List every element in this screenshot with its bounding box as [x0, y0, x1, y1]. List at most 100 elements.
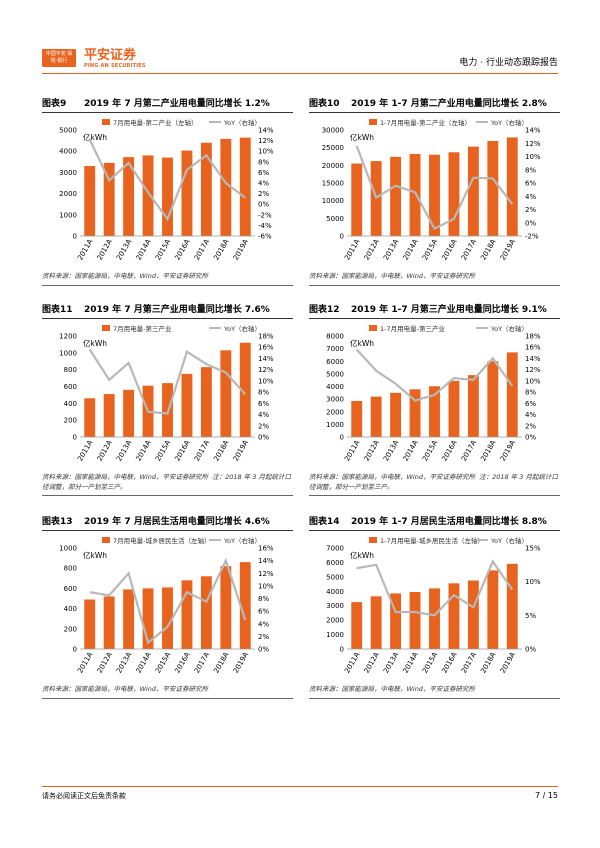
- x-tick-label: 2016A: [173, 651, 191, 675]
- bar: [409, 389, 421, 437]
- legend-bar-swatch: [369, 537, 377, 543]
- x-tick-label: 2014A: [402, 651, 420, 675]
- y2-tick-label: 8%: [525, 389, 536, 397]
- x-tick-label: 2017A: [193, 238, 211, 262]
- y2-tick-label: 0%: [525, 219, 536, 227]
- chart-fig11: 7月用电量-第三产业 YoY（右轴） 亿kWh 0 200 400 600 800 1000 12…: [59, 324, 274, 463]
- unit-label: 亿kWh: [350, 550, 374, 560]
- x-tick-label: 2015A: [421, 238, 439, 262]
- legend-bar-swatch: [369, 119, 377, 125]
- legend-line-label: YoY（右轴）: [223, 536, 261, 545]
- y2-tick-label: 18%: [258, 333, 274, 341]
- bar: [181, 150, 193, 236]
- figure-bottom-rule: [309, 495, 560, 496]
- y-tick-label: 25000: [322, 144, 344, 152]
- y-tick-label: 0: [73, 646, 77, 654]
- y-tick-label: 20000: [322, 162, 344, 170]
- x-tick-label: 2012A: [363, 651, 381, 675]
- bar: [429, 386, 440, 437]
- y2-tick-label: 2%: [258, 422, 269, 430]
- y2-tick-label: 8%: [258, 158, 269, 166]
- x-tick-label: 2015A: [154, 651, 172, 675]
- figure-source: 资料来源：国家能源局，中电联，Wind，平安证券研究所 注：2018 年 3 月…: [42, 473, 292, 491]
- y2-tick-label: -4%: [258, 222, 272, 230]
- x-tick-label: 2017A: [193, 651, 211, 675]
- unit-label: 亿kWh: [350, 338, 374, 348]
- bar: [370, 596, 382, 649]
- figure-caption: 2019 年 1-7 月第二产业用电量同比增长 2.8%: [351, 99, 547, 109]
- y-tick-label: 1000: [59, 349, 77, 357]
- y2-tick-label: 15%: [525, 545, 541, 553]
- yoy-line: [88, 139, 246, 222]
- bar: [506, 137, 518, 236]
- bar: [84, 599, 96, 649]
- x-tick-label: 2019A: [499, 238, 517, 262]
- y-tick-label: 1000: [59, 545, 77, 553]
- bar: [162, 157, 173, 236]
- bar: [351, 163, 363, 236]
- bar: [448, 152, 460, 236]
- bar: [409, 592, 421, 649]
- y2-tick-label: 2%: [525, 206, 536, 214]
- y2-tick-label: 4%: [258, 620, 269, 628]
- y2-tick-label: -6%: [258, 233, 272, 241]
- bar: [103, 394, 115, 437]
- x-tick-label: 2016A: [440, 238, 458, 262]
- legend-bar-label: 1-7月用电量-城乡居民生活（左轴）: [380, 536, 484, 545]
- figure-top-rule: [42, 318, 293, 319]
- yoy-line: [355, 145, 514, 231]
- x-tick-label: 2013A: [115, 238, 133, 262]
- legend-bar-label: 7月用电量-第三产业: [113, 324, 172, 333]
- x-tick-label: 2019A: [499, 439, 517, 463]
- y2-tick-label: 14%: [258, 127, 274, 135]
- y2-tick-label: 14%: [525, 355, 541, 363]
- logo-brand-name: 平安证券: [84, 48, 137, 63]
- legend-line-label: YoY（右轴）: [223, 324, 261, 333]
- x-tick-label: 2018A: [212, 651, 230, 675]
- bar: [390, 392, 402, 437]
- y2-tick-label: 4%: [525, 411, 536, 419]
- x-tick-label: 2016A: [440, 651, 458, 675]
- bar: [84, 398, 96, 437]
- y2-tick-label: 2%: [525, 422, 536, 430]
- x-tick-label: 2015A: [154, 238, 172, 262]
- figure-title: 图表13 2019 年 7 月居民生活用电量同比增长 4.6%: [42, 514, 293, 527]
- bar: [390, 156, 402, 236]
- y-tick-label: 1200: [59, 333, 77, 341]
- y2-tick-label: 12%: [525, 140, 541, 148]
- legend-bar-label: 7月用电量-第二产业（左轴）: [113, 118, 197, 127]
- bar: [351, 602, 363, 649]
- y-tick-label: 6000: [326, 559, 344, 567]
- legend-bar-swatch: [102, 119, 110, 125]
- bar: [506, 352, 518, 437]
- unit-label: 亿kWh: [83, 338, 107, 348]
- figure-top-rule: [309, 112, 560, 113]
- x-tick-label: 2015A: [154, 439, 172, 463]
- x-tick-label: 2017A: [460, 439, 478, 463]
- y2-tick-label: 12%: [258, 137, 274, 145]
- chart-fig12: 1-7月用电量-第三产业 YoY（右轴） 亿kWh 0 1000 2000 3000 4000…: [326, 324, 541, 463]
- unit-label: 亿kWh: [83, 550, 107, 560]
- y-tick-label: 1000: [326, 631, 344, 639]
- y-tick-label: 4000: [326, 383, 344, 391]
- figure-top-rule: [309, 530, 560, 531]
- bar: [220, 350, 232, 437]
- y2-tick-label: 4%: [258, 180, 269, 188]
- y2-tick-label: 12%: [525, 366, 541, 374]
- chart-fig14: 1-7月用电量-城乡居民生活（左轴） YoY（右轴） 亿kWh 0 1000 2000 30…: [326, 536, 541, 675]
- y-tick-label: 400: [64, 400, 77, 408]
- y-tick-label: 0: [340, 233, 344, 241]
- x-tick-label: 2011A: [343, 651, 361, 675]
- x-tick-label: 2017A: [460, 238, 478, 262]
- x-tick-label: 2011A: [76, 238, 94, 262]
- figure-number: 图表9: [42, 99, 67, 109]
- figure-bottom-rule: [42, 698, 293, 699]
- x-tick-label: 2018A: [212, 238, 230, 262]
- y2-tick-label: 10%: [258, 582, 274, 590]
- y-tick-label: 6000: [326, 358, 344, 366]
- y2-tick-label: 4%: [525, 193, 536, 201]
- bar: [467, 375, 479, 437]
- y2-tick-label: 6%: [258, 400, 269, 408]
- bar: [220, 566, 232, 649]
- y-tick-label: 10000: [322, 197, 344, 205]
